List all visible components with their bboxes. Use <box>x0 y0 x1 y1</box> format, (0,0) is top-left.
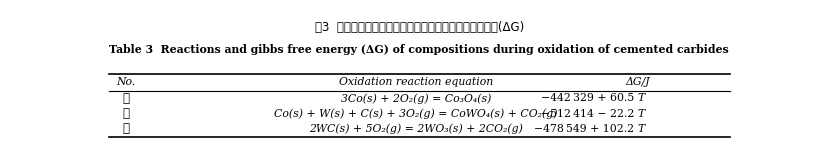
Text: −442 329 + 60.5: −442 329 + 60.5 <box>542 93 638 103</box>
Text: Co(s) + W(s) + C(s) + 3O₂(g) = CoWO₄(s) + CO₂(g): Co(s) + W(s) + C(s) + 3O₂(g) = CoWO₄(s) … <box>274 108 558 119</box>
Text: 表3  硬质合金氧化时各组分发生的反应及其吉布斯自由能(ΔG): 表3 硬质合金氧化时各组分发生的反应及其吉布斯自由能(ΔG) <box>315 21 524 34</box>
Text: ΔG/J: ΔG/J <box>626 77 650 87</box>
Text: T: T <box>638 93 645 103</box>
Text: −512 414 − 22.2: −512 414 − 22.2 <box>541 109 638 119</box>
Text: T: T <box>638 109 645 119</box>
Text: No.: No. <box>117 77 136 87</box>
Text: T: T <box>638 124 645 134</box>
Text: Table 3  Reactions and gibbs free energy (ΔG) of compositions during oxidation o: Table 3 Reactions and gibbs free energy … <box>110 44 729 55</box>
Text: −478 549 + 102.2: −478 549 + 102.2 <box>534 124 638 134</box>
Text: ③: ③ <box>123 122 130 135</box>
Text: 2WC(s) + 5O₂(g) = 2WO₃(s) + 2CO₂(g): 2WC(s) + 5O₂(g) = 2WO₃(s) + 2CO₂(g) <box>309 124 523 134</box>
Text: 3Co(s) + 2O₂(g) = Co₃O₄(s): 3Co(s) + 2O₂(g) = Co₃O₄(s) <box>341 93 492 104</box>
Text: ①: ① <box>123 92 130 105</box>
Text: ②: ② <box>123 107 130 120</box>
Text: Oxidation reaction equation: Oxidation reaction equation <box>339 77 493 87</box>
